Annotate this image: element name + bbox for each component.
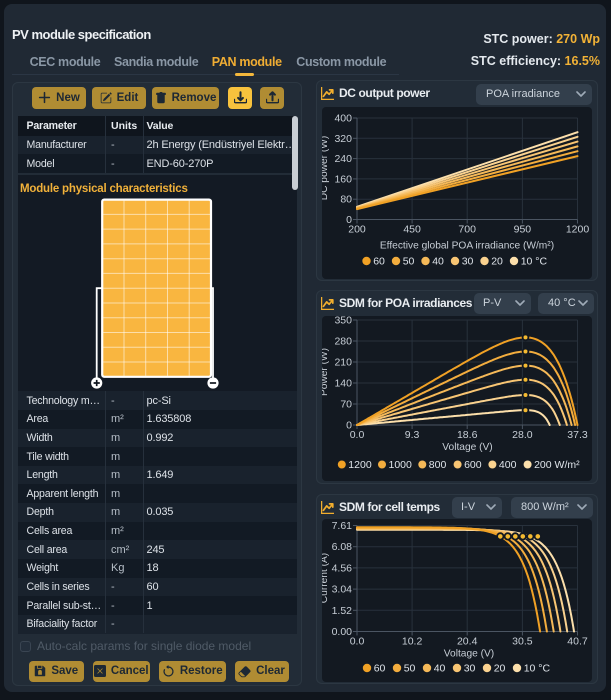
svg-text:6.08: 6.08 <box>332 541 353 553</box>
svg-text:140: 140 <box>334 378 352 390</box>
svg-text:40.7: 40.7 <box>567 636 588 648</box>
svg-text:800: 800 <box>429 459 447 471</box>
svg-text:350: 350 <box>334 316 352 327</box>
svg-text:280: 280 <box>334 336 352 348</box>
svg-text:1.52: 1.52 <box>332 605 353 617</box>
svg-text:200 W/m²: 200 W/m² <box>534 459 580 471</box>
svg-text:950: 950 <box>514 224 532 236</box>
svg-text:18.6: 18.6 <box>457 429 478 441</box>
svg-text:50: 50 <box>404 663 416 675</box>
svg-text:20: 20 <box>494 663 506 675</box>
svg-text:10 °C: 10 °C <box>521 256 548 268</box>
svg-text:80: 80 <box>340 194 352 206</box>
svg-text:28.0: 28.0 <box>512 429 533 441</box>
svg-text:3.04: 3.04 <box>332 584 353 596</box>
svg-text:20.4: 20.4 <box>457 636 478 648</box>
svg-text:320: 320 <box>334 133 352 145</box>
svg-text:210: 210 <box>334 357 352 369</box>
svg-text:400: 400 <box>334 113 352 125</box>
svg-text:Current (A): Current (A) <box>322 553 330 603</box>
svg-text:0.0: 0.0 <box>350 636 365 648</box>
svg-text:30.5: 30.5 <box>512 636 533 648</box>
svg-text:Power (W): Power (W) <box>322 348 330 396</box>
svg-text:200: 200 <box>348 224 366 236</box>
svg-text:4.56: 4.56 <box>332 562 353 574</box>
svg-text:1200: 1200 <box>566 224 590 236</box>
svg-text:0.00: 0.00 <box>332 626 353 638</box>
svg-text:450: 450 <box>403 224 421 236</box>
svg-text:37.3: 37.3 <box>567 429 588 441</box>
svg-text:70: 70 <box>340 399 352 411</box>
svg-text:160: 160 <box>334 173 352 185</box>
svg-text:700: 700 <box>458 224 476 236</box>
svg-text:40: 40 <box>432 256 444 268</box>
svg-text:0: 0 <box>346 214 352 226</box>
svg-text:1000: 1000 <box>389 459 413 471</box>
svg-text:30: 30 <box>462 256 474 268</box>
svg-text:7.61: 7.61 <box>332 520 353 532</box>
svg-text:30: 30 <box>464 663 476 675</box>
svg-text:10.2: 10.2 <box>402 636 423 648</box>
svg-text:DC power (W): DC power (W) <box>322 136 330 201</box>
svg-text:50: 50 <box>403 256 415 268</box>
svg-text:600: 600 <box>464 459 482 471</box>
svg-text:60: 60 <box>374 663 386 675</box>
svg-text:9.3: 9.3 <box>405 429 420 441</box>
svg-text:1200: 1200 <box>348 459 372 471</box>
svg-text:10 °C: 10 °C <box>524 663 551 675</box>
svg-text:Voltage (V): Voltage (V) <box>442 442 492 453</box>
svg-text:0.0: 0.0 <box>350 429 365 441</box>
svg-text:Effective global POA irradianc: Effective global POA irradiance (W/m²) <box>380 241 554 252</box>
svg-text:400: 400 <box>499 459 517 471</box>
svg-text:20: 20 <box>491 256 503 268</box>
svg-text:240: 240 <box>334 153 352 165</box>
svg-text:60: 60 <box>373 256 385 268</box>
svg-text:0: 0 <box>346 420 352 432</box>
svg-text:40: 40 <box>434 663 446 675</box>
svg-text:Voltage (V): Voltage (V) <box>444 649 494 660</box>
